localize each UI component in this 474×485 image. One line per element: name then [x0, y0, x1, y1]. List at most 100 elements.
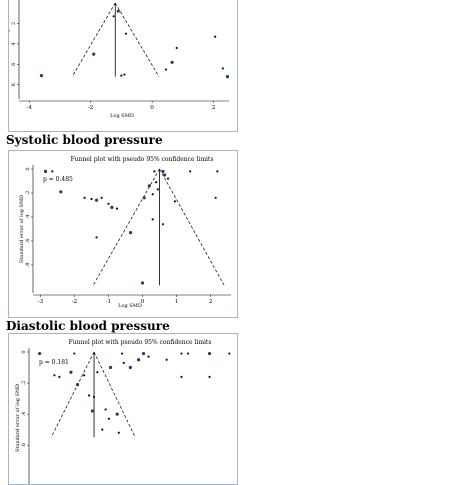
- study-point: [225, 75, 230, 79]
- study-point: [147, 184, 151, 188]
- study-point: [142, 196, 146, 200]
- confidence-limit-left: [92, 168, 160, 286]
- study-point: [123, 73, 126, 76]
- funnel-plot-panel-diastolic: Funnel plot with pseudo 95% confidence l…: [8, 333, 238, 485]
- y-tick-label: .6: [21, 443, 27, 448]
- study-point: [112, 15, 115, 18]
- x-tick-label: 2: [209, 299, 213, 305]
- study-point: [228, 352, 231, 355]
- study-point: [104, 408, 107, 411]
- study-point: [96, 371, 99, 374]
- study-point: [95, 236, 98, 239]
- y-tick-label: 4: [11, 42, 17, 45]
- study-point: [128, 231, 133, 235]
- y-axis-label: Standard error of log SMD: [9, 15, 11, 83]
- study-point: [92, 52, 96, 56]
- study-point: [69, 370, 73, 374]
- study-point: [156, 188, 159, 191]
- study-point: [43, 169, 48, 173]
- y-tick-label: .6: [25, 239, 31, 244]
- study-point: [137, 358, 141, 362]
- study-point: [122, 361, 125, 364]
- study-point: [141, 351, 146, 356]
- study-point: [83, 196, 86, 199]
- y-tick-label: .2: [21, 381, 27, 386]
- study-point: [170, 60, 174, 64]
- x-axis-label: Log SMD: [110, 113, 134, 119]
- x-tick-label: -2: [88, 105, 93, 111]
- y-tick-label: 8: [11, 83, 17, 86]
- confidence-limit-left: [50, 351, 95, 438]
- study-point: [90, 197, 93, 201]
- study-point: [147, 355, 150, 358]
- x-tick-label: -4: [26, 105, 32, 111]
- confidence-limit-left: [71, 2, 116, 77]
- section-heading-diastolic: Diastolic blood pressure: [6, 319, 170, 333]
- study-point: [53, 374, 56, 377]
- study-point: [75, 383, 80, 387]
- funnel-plot-diastolic: Funnel plot with pseudo 95% confidence l…: [15, 339, 231, 484]
- y-tick-label: 0: [25, 167, 31, 170]
- study-point: [115, 412, 119, 416]
- study-point: [216, 170, 219, 173]
- study-point: [180, 375, 183, 378]
- study-point: [108, 365, 113, 370]
- y-tick-label: .4: [25, 215, 31, 220]
- study-point: [83, 374, 86, 377]
- study-point: [51, 170, 54, 173]
- study-point: [187, 352, 190, 355]
- study-point: [100, 196, 103, 199]
- chart-title: Funnel plot with pseudo 95% confidence l…: [71, 156, 214, 163]
- y-tick-label: 6: [11, 63, 17, 66]
- study-point: [90, 409, 94, 413]
- study-point: [189, 170, 192, 173]
- p-value-annotation: p = 0.485: [43, 176, 73, 183]
- study-point: [153, 170, 156, 173]
- study-point: [120, 74, 123, 77]
- study-point: [180, 352, 183, 355]
- study-point: [121, 352, 124, 355]
- study-point: [161, 169, 165, 173]
- study-point: [173, 200, 176, 203]
- x-tick-label: 0: [141, 299, 145, 305]
- study-point: [59, 190, 63, 194]
- p-value-annotation: p = 0.181: [39, 359, 69, 366]
- study-point: [115, 207, 119, 210]
- y-tick-label: 2: [11, 22, 17, 25]
- study-point: [164, 68, 168, 71]
- study-point: [175, 46, 178, 50]
- study-point: [117, 431, 120, 434]
- x-tick-label: 2: [212, 105, 216, 111]
- funnel-plot-panel-1: 2 4 6 8 Standard error of log SMD -4 -2 0 2 Log S…: [8, 0, 238, 132]
- x-tick-label: -2: [72, 299, 77, 305]
- y-tick-label: .4: [21, 412, 27, 417]
- confidence-limit-right: [159, 168, 225, 286]
- study-point: [124, 32, 128, 35]
- chart-title: Funnel plot with pseudo 95% confidence l…: [69, 339, 212, 346]
- study-point: [107, 202, 110, 205]
- y-tick-label: .8: [25, 263, 31, 268]
- study-point: [39, 73, 44, 78]
- x-axis-label: Log SMD: [118, 303, 142, 309]
- study-point: [94, 198, 99, 202]
- study-point: [214, 35, 217, 38]
- y-axis-label: Standard error of log SMD: [19, 195, 25, 263]
- study-point: [110, 205, 114, 209]
- study-point: [214, 196, 217, 199]
- study-point: [38, 351, 42, 356]
- funnel-plot-panel-systolic: Funnel plot with pseudo 95% confidence l…: [8, 150, 238, 318]
- y-axis-label: Standard error of log SMD: [15, 384, 21, 452]
- confidence-limit-right: [114, 2, 160, 77]
- study-point: [151, 218, 154, 221]
- study-point: [165, 358, 168, 361]
- y-tick-label: 0: [21, 350, 27, 353]
- study-point: [161, 223, 165, 226]
- study-point: [73, 352, 76, 355]
- study-point: [163, 173, 167, 177]
- study-point: [58, 375, 61, 378]
- study-point: [208, 375, 211, 378]
- study-point: [116, 9, 120, 13]
- study-point: [92, 395, 96, 399]
- x-tick-label: -3: [38, 299, 44, 305]
